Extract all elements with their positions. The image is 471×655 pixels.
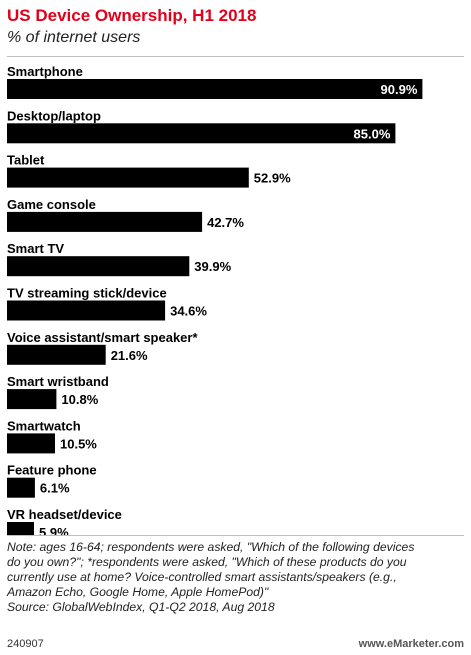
note-line: Note: ages 16-64; respondents were asked…	[7, 540, 415, 554]
bar	[7, 211, 203, 232]
category-label: Feature phone	[7, 463, 97, 478]
bar	[7, 167, 249, 188]
value-label: 5.9%	[39, 525, 69, 536]
chart-title: US Device Ownership, H1 2018	[7, 6, 257, 25]
value-label: 85.0%	[354, 126, 391, 141]
value-label: 42.7%	[207, 215, 244, 230]
category-label: Game console	[7, 197, 96, 212]
bottom-divider	[7, 535, 464, 536]
note-line: currently use at home? Voice-controlled …	[7, 570, 397, 584]
chart-subtitle: % of internet users	[7, 29, 141, 46]
bar	[7, 522, 34, 536]
chart-id: 240907	[7, 638, 44, 650]
category-label: Desktop/laptop	[7, 108, 101, 123]
bar	[7, 123, 396, 144]
value-label: 90.9%	[381, 82, 418, 97]
bar	[7, 433, 55, 454]
value-label: 52.9%	[254, 171, 291, 186]
category-label: Tablet	[7, 153, 45, 168]
brand-link[interactable]: www.eMarketer.com	[358, 638, 464, 650]
bar	[7, 79, 423, 99]
value-label: 6.1%	[40, 481, 70, 496]
category-label: Smart TV	[7, 241, 64, 256]
bar	[7, 477, 35, 498]
bar	[7, 389, 57, 410]
category-label: Voice assistant/smart speaker*	[7, 330, 198, 345]
value-label: 21.6%	[111, 348, 148, 363]
category-label: VR headset/device	[7, 507, 122, 522]
bar-chart: Smartphone 90.9% Desktop/laptop 85.0% Tablet…	[7, 64, 423, 536]
value-label: 10.5%	[60, 436, 97, 451]
category-label: Smartwatch	[7, 418, 81, 433]
note-line: Amazon Echo, Google Home, Apple HomePod)…	[7, 585, 269, 599]
top-divider	[7, 56, 464, 57]
note-line: do you own?"; *respondents were asked, "…	[7, 555, 407, 569]
value-label: 39.9%	[194, 259, 231, 274]
bar	[7, 344, 106, 365]
category-label: Smart wristband	[7, 374, 109, 389]
bar	[7, 300, 166, 321]
value-label: 10.8%	[61, 392, 98, 407]
chart-note: Note: ages 16-64; respondents were asked…	[7, 540, 467, 615]
category-label: TV streaming stick/device	[7, 286, 167, 301]
category-label: Smartphone	[7, 64, 83, 79]
source-line: Source: GlobalWebIndex, Q1-Q2 2018, Aug …	[7, 600, 275, 614]
bar	[7, 256, 190, 277]
value-label: 34.6%	[170, 304, 207, 319]
